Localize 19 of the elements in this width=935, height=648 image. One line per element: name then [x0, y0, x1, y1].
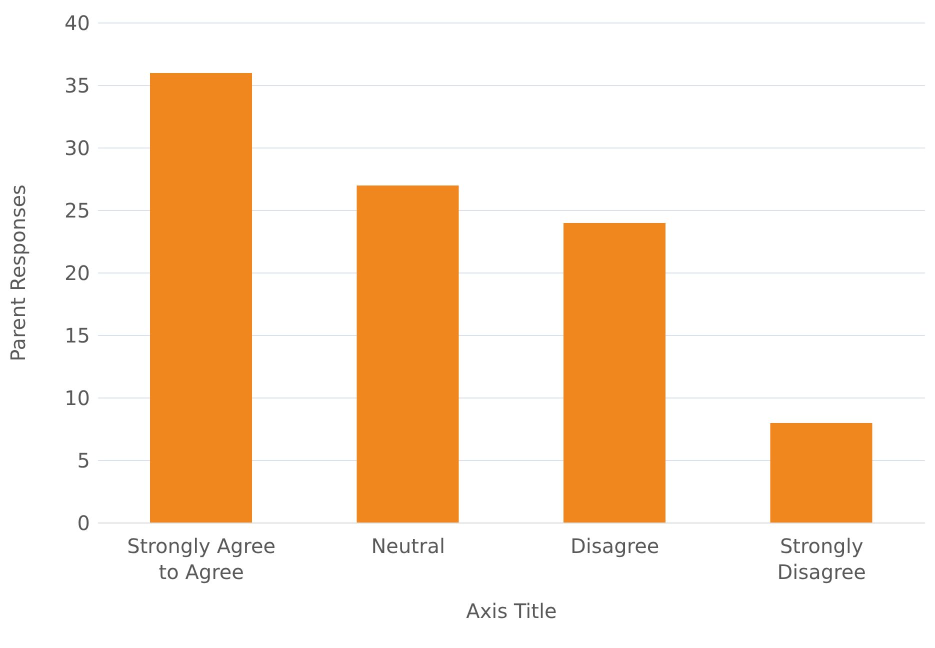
y-tick-label: 10: [64, 386, 90, 410]
y-tick-label: 40: [64, 11, 90, 36]
y-tick-label: 5: [77, 448, 90, 473]
x-tick-label: Neutral: [371, 534, 446, 558]
bar: [564, 223, 666, 523]
bar: [356, 186, 459, 523]
bar: [150, 73, 252, 523]
y-tick-label: 25: [64, 198, 90, 223]
y-tick-label: 35: [64, 74, 90, 98]
y-tick-label: 0: [77, 511, 90, 536]
x-tick-label: Disagree: [570, 534, 660, 558]
y-tick-label: 30: [64, 136, 90, 160]
y-tick-label: 15: [64, 324, 90, 348]
bar: [770, 423, 872, 523]
x-tick-label: Strongly Disagree: [777, 534, 866, 584]
y-tick-label: 20: [64, 261, 90, 286]
x-tick-label: Strongly Agree to Agree: [127, 534, 276, 584]
y-axis-title: Parent Responses: [6, 184, 30, 362]
x-axis-title: Axis Title: [466, 599, 557, 623]
